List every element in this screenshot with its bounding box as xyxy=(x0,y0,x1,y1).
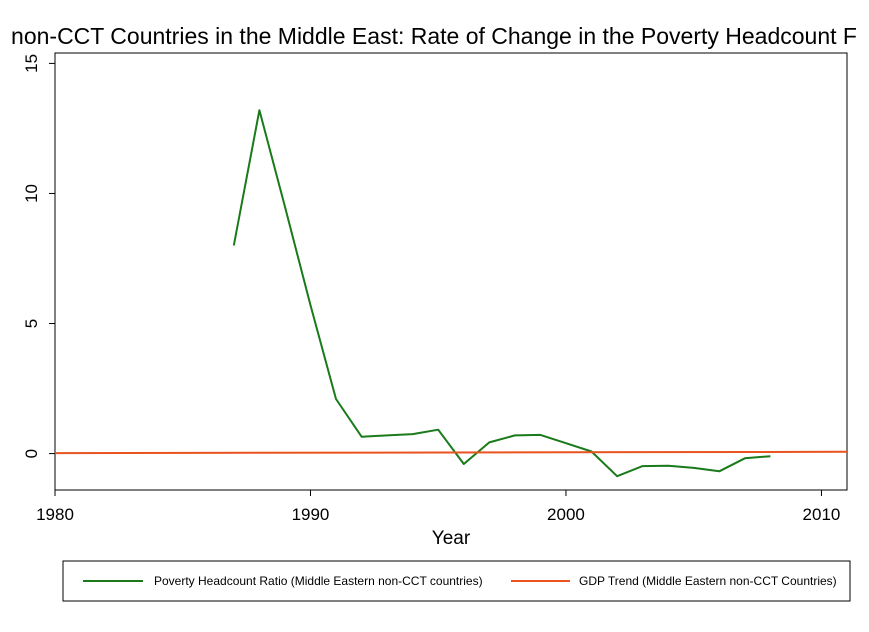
legend-label-gdp: GDP Trend (Middle Eastern non-CCT Countr… xyxy=(579,574,837,588)
series-line-poverty xyxy=(232,109,771,478)
y-tick-label: 15 xyxy=(22,54,41,73)
series-line-gdp xyxy=(54,450,848,455)
y-tick-label: 10 xyxy=(22,184,41,203)
series-layer xyxy=(54,109,848,478)
y-axis: 0 5 10 15 xyxy=(22,54,55,458)
x-axis: 1980 1990 2000 2010 xyxy=(36,490,840,524)
y-tick-label: 0 xyxy=(22,449,41,458)
x-tick-label: 2000 xyxy=(547,505,585,524)
x-tick-label: 1980 xyxy=(36,505,74,524)
legend-label-poverty: Poverty Headcount Ratio (Middle Eastern … xyxy=(154,574,483,588)
x-tick-label: 1990 xyxy=(292,505,330,524)
x-tick-label: 2010 xyxy=(803,505,841,524)
legend-box xyxy=(62,560,851,602)
chart-title: non-CCT Countries in the Middle East: Ra… xyxy=(11,23,857,49)
x-axis-title: Year xyxy=(432,528,471,549)
y-tick-label: 5 xyxy=(22,319,41,328)
legend: Poverty Headcount Ratio (Middle Eastern … xyxy=(62,560,851,602)
plot-frame xyxy=(54,52,848,491)
